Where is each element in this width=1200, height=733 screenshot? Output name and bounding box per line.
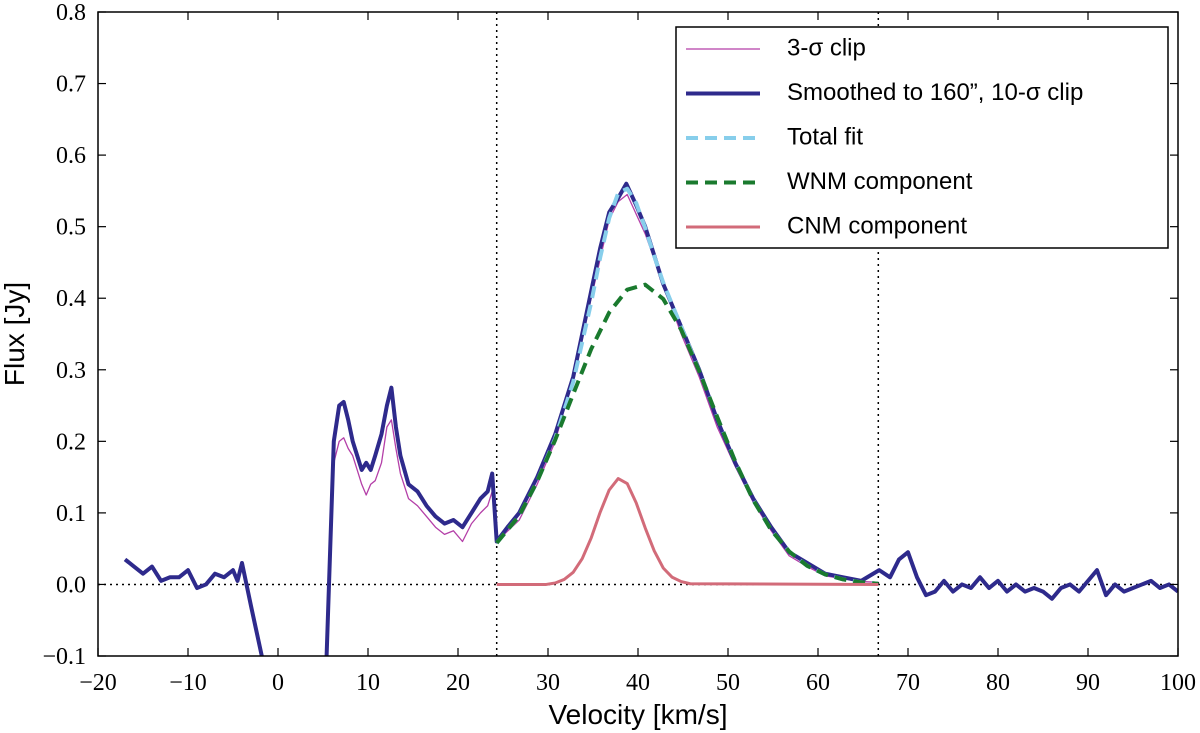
legend-label: Total fit xyxy=(787,123,863,150)
y-tick-label: −0.1 xyxy=(42,644,86,670)
x-axis-label: Velocity [km/s] xyxy=(549,699,728,730)
series-line xyxy=(495,282,879,586)
plot-area xyxy=(98,12,1178,656)
x-tick-label: 0 xyxy=(272,670,284,696)
x-tick-label: 20 xyxy=(446,670,470,696)
x-tick-label: −10 xyxy=(169,670,207,696)
y-tick-label: 0.2 xyxy=(56,429,86,455)
legend-label: Smoothed to 160”, 10-σ clip xyxy=(787,79,1083,106)
series-line xyxy=(496,477,879,586)
y-tick-label: 0.8 xyxy=(56,0,86,26)
x-tick-label: 30 xyxy=(536,670,560,696)
x-tick-label: 100 xyxy=(1160,670,1196,696)
legend-label: 3-σ clip xyxy=(787,34,866,61)
x-tick-label: 10 xyxy=(356,670,380,696)
y-tick-label: 0.4 xyxy=(56,286,86,312)
x-tick-label: −20 xyxy=(79,670,117,696)
series-line xyxy=(123,557,264,656)
y-tick-label: 0.3 xyxy=(56,358,86,384)
x-tick-label: 80 xyxy=(986,670,1010,696)
y-tick-label: 0.5 xyxy=(56,215,86,241)
x-tick-label: 90 xyxy=(1076,670,1100,696)
x-tick-label: 40 xyxy=(626,670,650,696)
x-tick-label: 60 xyxy=(806,670,830,696)
x-tick-label: 70 xyxy=(896,670,920,696)
y-tick-label: 0.0 xyxy=(56,572,86,598)
y-axis-label: Flux [Jy] xyxy=(0,282,30,386)
y-tick-label: 0.1 xyxy=(56,501,86,527)
legend-box xyxy=(675,26,1169,249)
legend-label: CNM component xyxy=(787,212,967,239)
x-tick-label: 50 xyxy=(716,670,740,696)
series-line xyxy=(325,193,879,656)
legend-label: WNM component xyxy=(787,168,973,195)
legend: 3-σ clip Smoothed to 160”, 10-σ clip Total… xyxy=(675,26,1169,249)
y-tick-label: 0.7 xyxy=(56,72,86,98)
y-tick-label: 0.6 xyxy=(56,143,86,169)
